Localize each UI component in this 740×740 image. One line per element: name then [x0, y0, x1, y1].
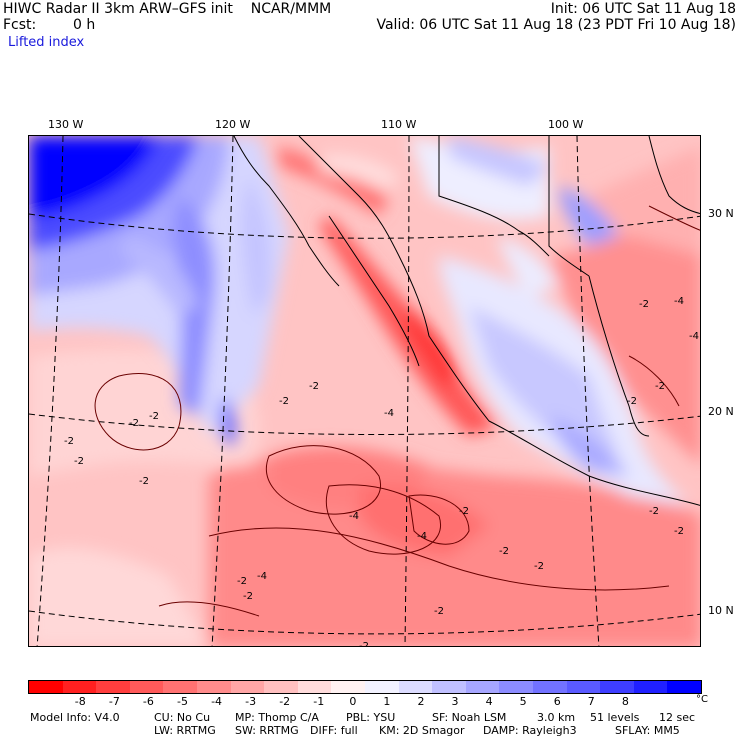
- colorbar-swatch: [163, 681, 197, 693]
- colorbar-swatch: [600, 681, 634, 693]
- colorbar-swatch: [62, 681, 97, 693]
- model-info-resolution: 3.0 km: [537, 711, 576, 724]
- model-info-mp: MP: Thomp C/A: [235, 711, 319, 724]
- contour-label: -2: [279, 396, 289, 407]
- lon-label-110w: 110 W: [381, 118, 417, 131]
- colorbar-swatch: [96, 681, 130, 693]
- model-info-lw: LW: RRTMG: [154, 724, 216, 737]
- model-info-km: KM: 2D Smagor: [379, 724, 465, 737]
- model-info-levels: 51 levels: [590, 711, 640, 724]
- contour-label: -2: [434, 606, 444, 617]
- colorbar-tick-label: 5: [519, 695, 527, 708]
- colorbar-swatch: [398, 681, 433, 693]
- contour-label: -2: [74, 456, 84, 467]
- colorbar-tick-label: -5: [177, 695, 188, 708]
- colorbar-swatch: [29, 681, 63, 693]
- model-info-timestep: 12 sec: [659, 711, 696, 724]
- model-info-damp: DAMP: Rayleigh3: [483, 724, 577, 737]
- colorbar-swatch: [667, 681, 701, 693]
- contour-label: -4: [689, 331, 699, 342]
- forecast-label: Fcst:: [3, 17, 37, 33]
- contour-label: -2: [309, 381, 319, 392]
- model-info-sw: SW: RRTMG: [235, 724, 299, 737]
- colorbar-swatch: [264, 681, 298, 693]
- contour-label: -2: [655, 381, 665, 392]
- model-info-diff: DIFF: full: [310, 724, 358, 737]
- colorbar-tick-label: -8: [74, 695, 86, 708]
- contour-label: -4: [674, 296, 684, 307]
- colorbar-swatch: [129, 681, 164, 693]
- colorbar-tick-label: 1: [383, 695, 391, 708]
- colorbar-tick-label: 4: [485, 695, 493, 708]
- valid-time: Valid: 06 UTC Sat 11 Aug 18 (23 PDT Fri …: [376, 17, 736, 33]
- contour-label: -2: [139, 476, 149, 487]
- model-info-sflay: SFLAY: MM5: [615, 724, 680, 737]
- colorbar-tick-label: -6: [142, 695, 154, 708]
- colorbar-unit: °C: [696, 694, 708, 705]
- plot-title: HIWC Radar II 3km ARW–GFS init NCAR/MMM: [3, 1, 332, 17]
- forecast-hour: 0 h: [73, 17, 96, 33]
- colorbar-tick-label: -4: [211, 695, 223, 708]
- colorbar-tick-label: 6: [553, 695, 561, 708]
- lon-label-120w: 120 W: [215, 118, 251, 131]
- model-info-cu: CU: No Cu: [154, 711, 211, 724]
- colorbar-tick-label: -1: [313, 695, 325, 708]
- colorbar-swatch: [566, 681, 601, 693]
- colorbar-tick-label: -3: [245, 695, 257, 708]
- colorbar-swatch: [331, 681, 365, 693]
- contours: [94, 205, 700, 617]
- model-info-version: Model Info: V4.0: [30, 711, 120, 724]
- model-info-sf: SF: Noah LSM: [432, 711, 507, 724]
- contour-label: -2: [359, 641, 369, 647]
- colorbar-swatch: [230, 681, 265, 693]
- contour-label-layer: -2 -4 -2 -2 -4 -2 -2 -4 -2 -2 -2 -2 -2 -2 -2 -4 -4 -2 -4 -2…: [29, 136, 700, 646]
- colorbar-swatch: [633, 681, 668, 693]
- colorbar-swatch: [364, 681, 399, 693]
- contour-label: -2: [499, 546, 509, 557]
- colorbar-tick-label: -2: [279, 695, 291, 708]
- contour-label: -2: [649, 506, 659, 517]
- field-name: Lifted index: [8, 35, 85, 50]
- lat-label-30n: 30 N: [708, 207, 734, 220]
- colorbar-tick-label: 0: [349, 695, 357, 708]
- contour-label: -2: [64, 436, 74, 447]
- contour-label: -4: [349, 511, 359, 522]
- graticule: [29, 136, 700, 646]
- colorbar-tick-label: 8: [621, 695, 629, 708]
- lifted-index-map[interactable]: -2 -4 -2 -2 -4 -2 -2 -4 -2 -2 -2 -2 -2 -2 -2 -4 -4 -2 -4 -2…: [28, 135, 701, 647]
- colorbar: [28, 680, 702, 694]
- contour-label: -4: [384, 408, 394, 419]
- lon-label-130w: 130 W: [48, 118, 84, 131]
- contour-label: -2: [129, 418, 139, 429]
- contour-label: -4: [257, 571, 267, 582]
- cold-region-shading: [29, 136, 289, 446]
- lat-label-10n: 10 N: [708, 604, 734, 617]
- colorbar-tick-label: -7: [108, 695, 120, 708]
- colorbar-swatch: [532, 681, 567, 693]
- lon-label-100w: 100 W: [548, 118, 584, 131]
- colorbar-swatch: [297, 681, 332, 693]
- model-info-pbl: PBL: YSU: [346, 711, 396, 724]
- contour-label: -4: [417, 531, 427, 542]
- colorbar-tick-label: 7: [587, 695, 595, 708]
- colorbar-swatch: [432, 681, 466, 693]
- coastlines: [233, 136, 700, 506]
- lat-label-20n: 20 N: [708, 405, 734, 418]
- contour-label: -2: [639, 299, 649, 310]
- contour-label: -2: [149, 411, 159, 422]
- init-time: Init: 06 UTC Sat 11 Aug 18: [550, 1, 736, 17]
- contour-label: -2: [674, 526, 684, 537]
- contour-label: -2: [534, 561, 544, 572]
- contour-label: -2: [459, 506, 469, 517]
- colorbar-swatch: [499, 681, 533, 693]
- contour-label: -2: [627, 396, 637, 407]
- colorbar-ticks: -8 -7 -6 -5 -4 -3 -2 -1 0 1 2 3 4 5 6 7 8: [28, 695, 702, 709]
- colorbar-tick-label: 2: [417, 695, 425, 708]
- colorbar-swatch: [465, 681, 500, 693]
- contour-label: -2: [243, 591, 253, 602]
- colorbar-swatch: [196, 681, 231, 693]
- colorbar-tick-label: 3: [451, 695, 459, 708]
- contour-label: -2: [237, 576, 247, 587]
